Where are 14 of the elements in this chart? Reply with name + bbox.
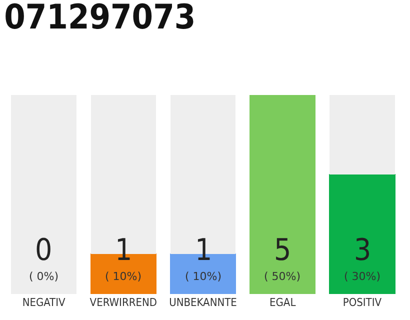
annotation: ( 0%) bbox=[29, 270, 59, 283]
data-label: 5 bbox=[274, 233, 292, 268]
x-tick-label: POSITIV bbox=[342, 296, 382, 309]
data-label: 0 bbox=[35, 233, 52, 268]
annotation: ( 10%) bbox=[105, 270, 142, 283]
x-tick-label: VERWIRREND bbox=[90, 296, 158, 309]
chart-title: 071297073 bbox=[4, 0, 196, 38]
x-tick-label: EGAL bbox=[270, 296, 296, 309]
data-label: 3 bbox=[354, 233, 372, 268]
annotation: ( 10%) bbox=[185, 270, 222, 283]
annotation: ( 50%) bbox=[264, 270, 301, 283]
x-tick-label: NEGATIV bbox=[22, 296, 66, 309]
annotation: ( 30%) bbox=[344, 270, 381, 283]
x-tick-label: UNBEKANNTE bbox=[169, 296, 237, 309]
